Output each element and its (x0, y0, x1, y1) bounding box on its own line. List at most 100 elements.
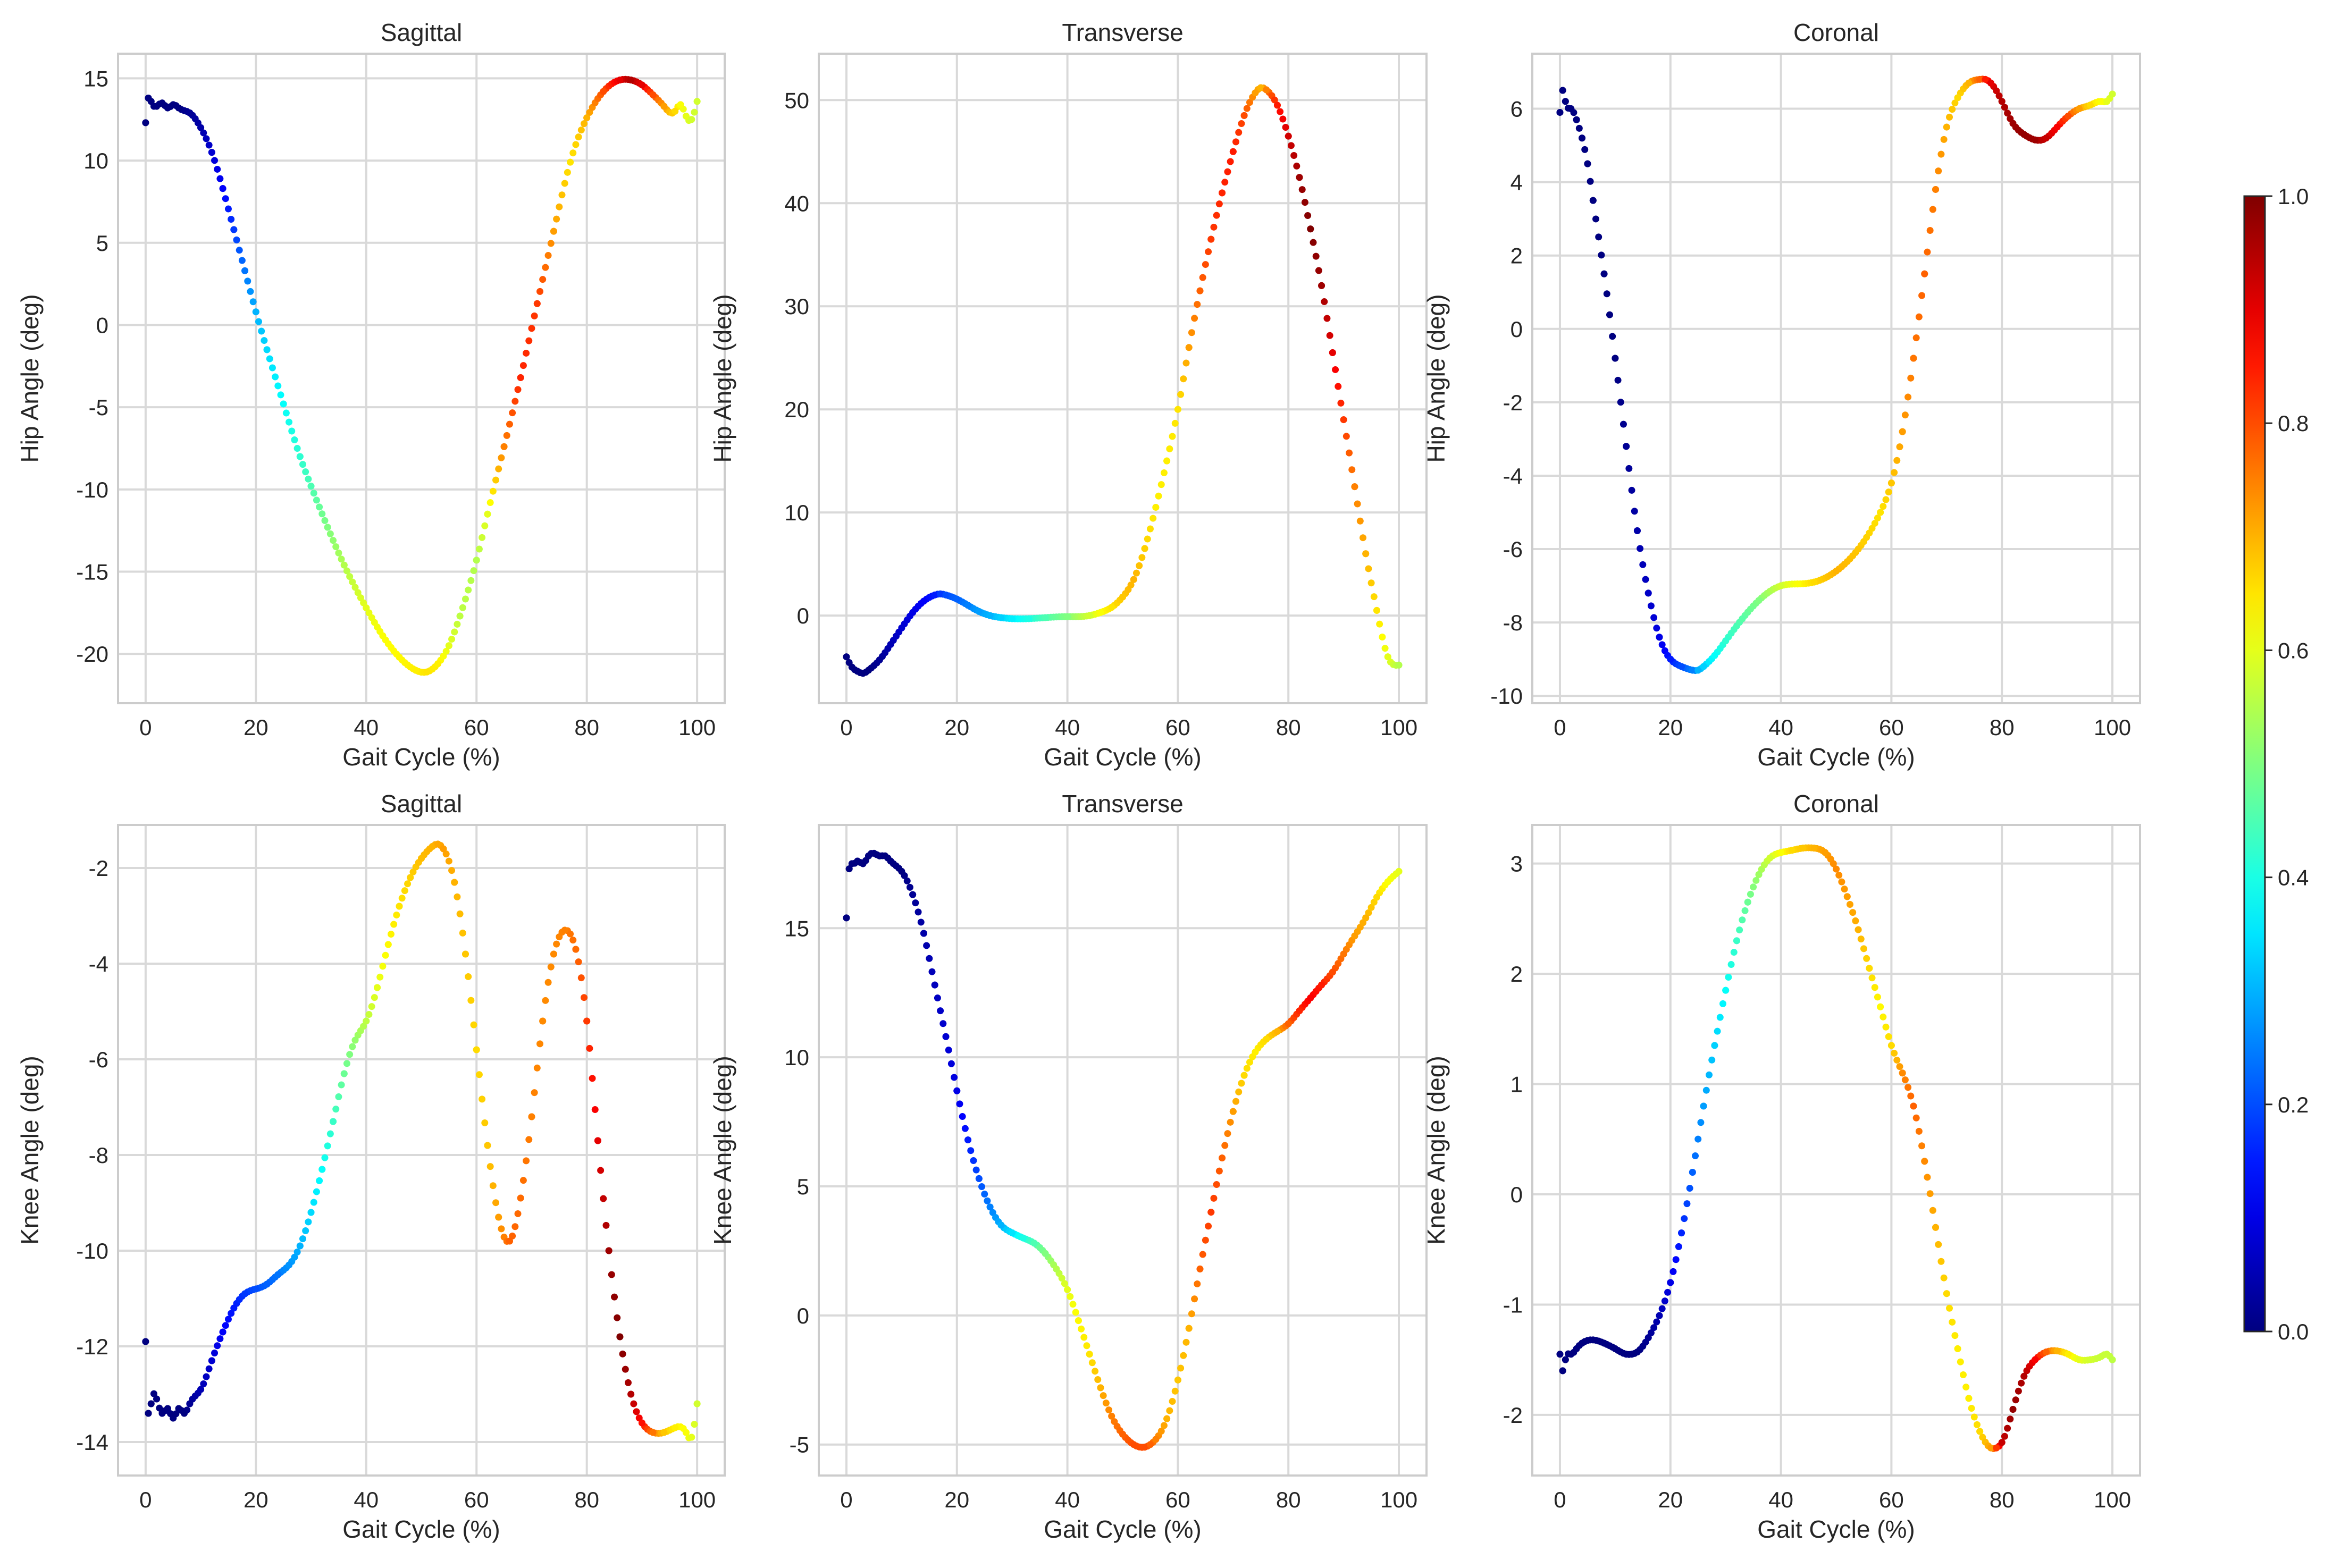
subplot-1: 0 20 40 60 80 100 15 10 5 0 -5 -10 -15 -20 Sagittal Gai… (16, 19, 726, 771)
data-point (1877, 509, 1884, 516)
data-point (2004, 1424, 2011, 1432)
y-axis-label: Hip Angle (deg) (1422, 294, 1450, 462)
data-point (324, 1142, 331, 1150)
data-point (1755, 871, 1763, 878)
data-point (912, 899, 919, 907)
data-point (2020, 131, 2028, 138)
plot-frame (1531, 824, 2141, 1477)
data-point (1395, 661, 1403, 669)
data-point (412, 667, 419, 674)
y-tick-label: 50 (784, 88, 809, 113)
data-point (1163, 1415, 1171, 1422)
data-point (624, 1379, 632, 1386)
y-tick-label: -6 (1503, 537, 1523, 562)
data-point (1108, 604, 1115, 611)
data-point (1177, 1364, 1185, 1372)
data-point (2007, 1415, 2014, 1423)
data-point (1221, 179, 1229, 186)
data-point (479, 1095, 486, 1103)
data-point (1157, 481, 1165, 488)
data-point (1736, 926, 1743, 934)
data-point (1926, 226, 1934, 234)
data-point (2004, 109, 2011, 117)
x-tick-label: 20 (1658, 715, 1683, 740)
data-point (975, 608, 983, 615)
data-point (261, 337, 268, 344)
data-point (1656, 634, 1663, 641)
data-point (293, 445, 301, 452)
data-point (1130, 1441, 1137, 1448)
data-point (1810, 845, 1818, 852)
data-point (293, 1249, 301, 1256)
y-tick-label: 40 (784, 191, 809, 216)
data-point (158, 1410, 166, 1417)
data-point (164, 104, 171, 112)
data-point (492, 476, 500, 484)
subplot-title: Coronal (1793, 19, 1879, 46)
data-point (649, 1429, 657, 1436)
data-points (843, 849, 1403, 1451)
data-point (1370, 593, 1378, 601)
data-point (1210, 223, 1218, 231)
data-point (1229, 148, 1237, 155)
data-point (1739, 916, 1746, 924)
x-tick-label: 60 (464, 715, 489, 740)
data-point (313, 1188, 320, 1195)
y-tick-label: -4 (89, 951, 108, 976)
data-point (1879, 1013, 1887, 1021)
y-axis-label: Knee Angle (deg) (1422, 1056, 1450, 1245)
data-point (492, 1199, 500, 1207)
data-point (1904, 1084, 1912, 1091)
data-point (330, 1118, 337, 1125)
data-point (1307, 225, 1314, 233)
data-point (398, 895, 406, 902)
data-point (343, 1060, 350, 1067)
data-point (1794, 580, 1801, 588)
data-point (1711, 652, 1718, 659)
data-point (1315, 267, 1322, 274)
data-point (591, 1106, 599, 1114)
data-point (330, 537, 337, 544)
data-point (939, 1020, 947, 1027)
data-point (898, 867, 905, 875)
data-point (2053, 1347, 2061, 1355)
data-point (567, 158, 574, 166)
data-point (1207, 1209, 1215, 1216)
data-point (1146, 525, 1154, 533)
data-point (533, 300, 541, 307)
data-point (633, 1408, 640, 1415)
data-point (286, 1261, 293, 1269)
subplot-title: Sagittal (381, 19, 462, 46)
data-point (1921, 1158, 1928, 1165)
x-tick-label: 20 (244, 1487, 268, 1512)
data-point (986, 1203, 994, 1211)
data-point (859, 670, 867, 677)
data-point (531, 312, 538, 319)
data-point (1097, 1384, 1104, 1392)
data-point (310, 1199, 317, 1206)
data-point (1246, 99, 1253, 106)
data-point (263, 346, 271, 353)
data-point (1937, 150, 1945, 158)
data-point (2042, 134, 2050, 142)
data-point (1777, 849, 1785, 856)
data-point (1581, 146, 1589, 153)
data-point (876, 852, 883, 859)
y-tick-label: -10 (1490, 684, 1523, 709)
data-point (255, 318, 263, 325)
data-point (1614, 376, 1622, 384)
data-point (1700, 1102, 1707, 1110)
data-point (580, 994, 588, 1001)
data-point (1373, 606, 1380, 614)
y-tick-label: -10 (76, 1238, 108, 1263)
data-point (544, 252, 552, 259)
data-point (1083, 1342, 1090, 1350)
data-point (1019, 1234, 1027, 1242)
data-point (340, 1070, 348, 1077)
data-point (898, 624, 905, 631)
data-point (575, 133, 582, 141)
data-point (1697, 1119, 1705, 1126)
data-point (307, 1209, 315, 1216)
data-point (1202, 1236, 1209, 1244)
data-point (1694, 667, 1702, 674)
